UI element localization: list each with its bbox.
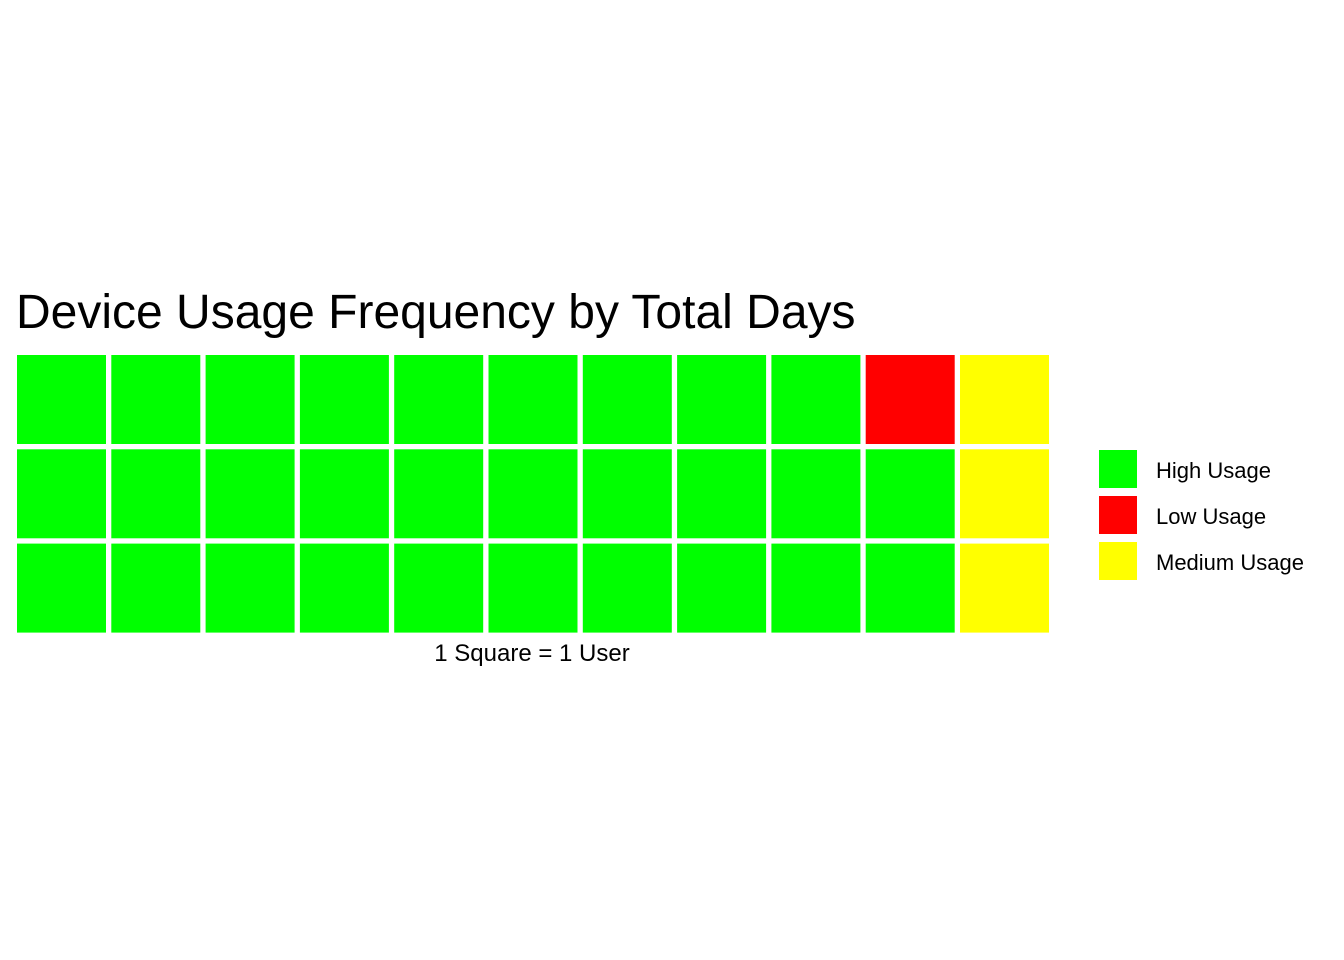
waffle-cell-high-usage (677, 543, 767, 633)
waffle-cell-high-usage (488, 449, 578, 539)
waffle-cell-medium-usage (960, 355, 1049, 444)
waffle-cell-high-usage (394, 449, 484, 539)
waffle-cell-high-usage (299, 543, 389, 633)
legend-key-high-usage (1099, 450, 1137, 488)
legend-key-medium-usage (1099, 542, 1137, 580)
legend-label-high-usage: High Usage (1156, 458, 1271, 483)
waffle-cell-high-usage (299, 449, 389, 539)
waffle-cell-high-usage (111, 355, 201, 444)
chart-caption: 1 Square = 1 User (434, 640, 629, 667)
waffle-cell-high-usage (865, 543, 955, 633)
legend-label-medium-usage: Medium Usage (1156, 550, 1304, 575)
waffle-cell-high-usage (17, 449, 106, 539)
waffle-cell-high-usage (17, 543, 106, 633)
waffle-cell-high-usage (299, 355, 389, 444)
legend-label-low-usage: Low Usage (1156, 504, 1266, 529)
waffle-cell-high-usage (205, 449, 295, 539)
waffle-cell-high-usage (488, 355, 578, 444)
waffle-cell-medium-usage (960, 543, 1049, 633)
waffle-cell-high-usage (771, 355, 861, 444)
waffle-cell-high-usage (111, 543, 201, 633)
waffle-cell-high-usage (205, 355, 295, 444)
chart-title: Device Usage Frequency by Total Days (16, 286, 856, 339)
waffle-cell-high-usage (394, 355, 484, 444)
waffle-cell-high-usage (865, 449, 955, 539)
waffle-cell-high-usage (17, 355, 106, 444)
waffle-cell-medium-usage (960, 449, 1049, 539)
waffle-cell-high-usage (205, 543, 295, 633)
waffle-cell-high-usage (677, 355, 767, 444)
waffle-cell-high-usage (582, 355, 672, 444)
waffle-cell-high-usage (111, 449, 201, 539)
waffle-cell-high-usage (677, 449, 767, 539)
waffle-cell-low-usage (865, 355, 955, 444)
legend: High Usage Low Usage Medium Usage (1099, 450, 1304, 580)
waffle-cell-high-usage (771, 543, 861, 633)
legend-key-low-usage (1099, 496, 1137, 534)
waffle-cell-high-usage (582, 449, 672, 539)
waffle-cell-high-usage (771, 449, 861, 539)
waffle-cells (17, 355, 1049, 633)
waffle-cell-high-usage (582, 543, 672, 633)
waffle-cell-high-usage (488, 543, 578, 633)
waffle-cell-high-usage (394, 543, 484, 633)
